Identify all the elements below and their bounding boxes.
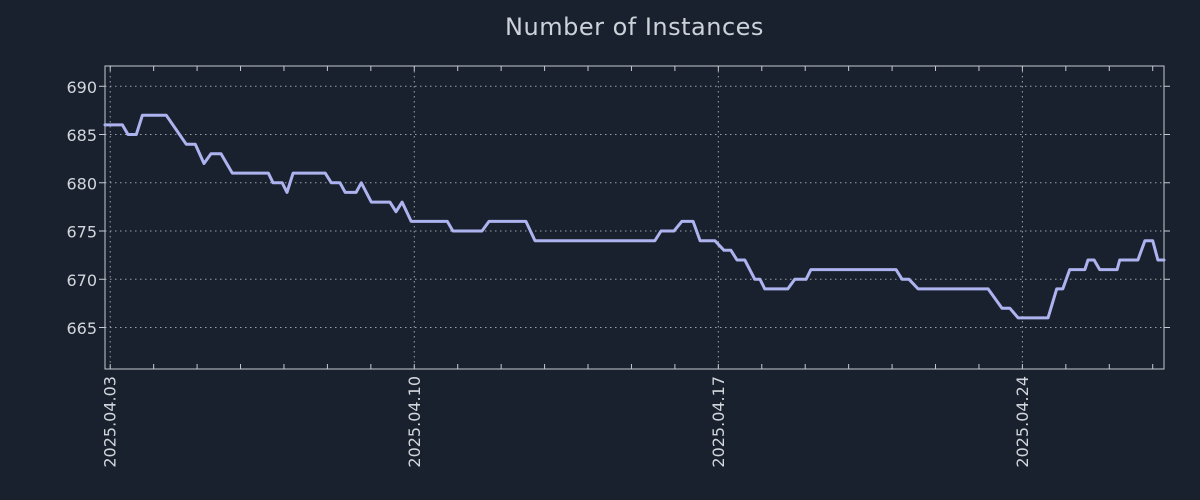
x-tick-label: 2025.04.03 [101,376,120,468]
y-tick-label: 670 [66,271,97,290]
series-line [103,113,1166,320]
y-tick-label: 685 [66,126,97,145]
y-tick-label: 680 [66,174,97,193]
y-tick-label: 665 [66,319,97,338]
y-tick-label: 675 [66,223,97,242]
plot-frame [104,65,1165,370]
x-tick-label: 2025.04.24 [1013,376,1032,468]
x-tick-label: 2025.04.17 [709,376,728,468]
y-tick-label: 690 [66,78,97,97]
chart-title: Number of Instances [505,13,764,41]
x-tick-label: 2025.04.10 [405,376,424,468]
